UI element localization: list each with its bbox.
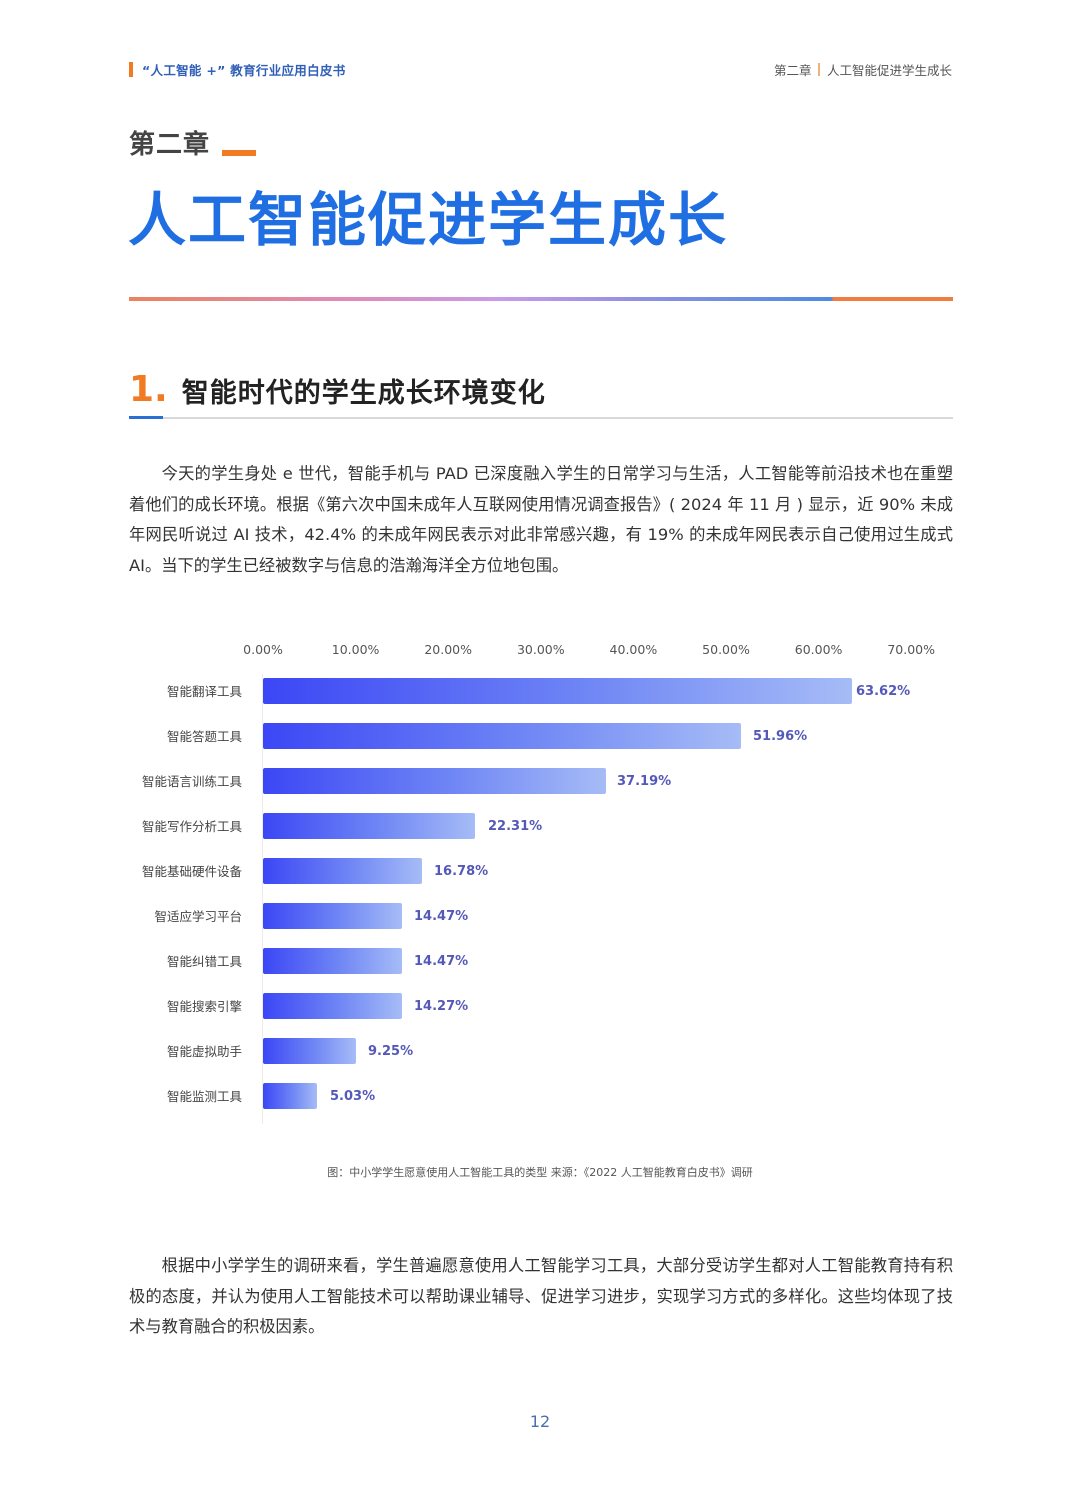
header-chapter-label: 第二章: [773, 62, 812, 78]
value-label: 37.19%: [617, 774, 672, 789]
doc-title: “人工智能 +” 教育行业应用白皮书: [142, 62, 346, 78]
bar: [263, 813, 475, 839]
chart-row: 智能纠错工具 14.47%: [130, 948, 950, 975]
chart-row: 智能虚拟助手 9.25%: [130, 1038, 950, 1065]
value-label: 14.47%: [414, 909, 469, 924]
header-chapter-title: 人工智能促进学生成长: [826, 62, 952, 78]
value-label: 63.62%: [856, 684, 911, 699]
section-heading: 1. 智能时代的学生成长环境变化: [129, 368, 546, 412]
header-separator: [818, 62, 820, 76]
chart-row: 智能答题工具 51.96%: [130, 723, 950, 750]
gradient-divider: [129, 297, 953, 301]
category-label: 智能基础硬件设备: [141, 864, 242, 879]
chart-row: 智能写作分析工具 22.31%: [130, 813, 950, 840]
section-rule-accent: [129, 416, 163, 419]
x-tick: 50.00%: [702, 642, 750, 657]
section-rule: [129, 417, 953, 419]
x-tick: 20.00%: [424, 642, 473, 657]
running-header-right: 第二章 人工智能促进学生成长: [774, 60, 952, 78]
bar: [263, 903, 402, 929]
chapter-heading: 第二章: [129, 128, 257, 162]
bar: [263, 1038, 356, 1064]
bar: [263, 678, 852, 704]
value-label: 14.47%: [414, 954, 469, 969]
section-number: 1.: [129, 369, 168, 410]
category-label: 智能翻译工具: [166, 684, 242, 699]
bar: [263, 768, 606, 794]
body-paragraph-1: 今天的学生身处 e 世代，智能手机与 PAD 已深度融入学生的日常学习与生活，人…: [129, 464, 953, 575]
body-paragraph-2: 根据中小学学生的调研来看，学生普遍愿意使用人工智能学习工具，大部分受访学生都对人…: [129, 1256, 953, 1336]
chart-row: 智能语言训练工具 37.19%: [130, 768, 950, 795]
x-tick: 60.00%: [794, 642, 843, 657]
x-tick: 30.00%: [516, 642, 565, 657]
running-header-left: “人工智能 +” 教育行业应用白皮书: [129, 60, 346, 78]
chart-row: 智适应学习平台 14.47%: [130, 903, 950, 930]
value-label: 5.03%: [330, 1089, 376, 1104]
chapter-label: 第二章: [129, 130, 211, 160]
bar-chart: 0.00% 10.00% 20.00% 30.00% 40.00% 50.00%…: [130, 636, 950, 1136]
page-number: 12: [529, 1412, 551, 1431]
category-label: 智能搜索引擎: [166, 999, 242, 1014]
x-tick: 0.00%: [243, 642, 283, 657]
value-label: 16.78%: [434, 864, 489, 879]
value-label: 14.27%: [414, 999, 469, 1014]
header-accent-bar: [129, 61, 133, 77]
value-label: 22.31%: [488, 819, 543, 834]
value-label: 9.25%: [368, 1044, 414, 1059]
category-label: 智适应学习平台: [154, 909, 242, 924]
y-axis-line: [262, 674, 263, 1124]
chart-caption: 图：中小学学生愿意使用人工智能工具的类型 来源：《2022 人工智能教育白皮书》…: [327, 1166, 753, 1179]
x-tick: 10.00%: [331, 642, 380, 657]
category-label: 智能语言训练工具: [141, 774, 242, 789]
x-tick: 40.00%: [609, 642, 658, 657]
bar: [263, 948, 402, 974]
chart-row: 智能监测工具 5.03%: [130, 1083, 950, 1110]
bar: [263, 723, 741, 749]
value-label: 51.96%: [753, 729, 808, 744]
category-label: 智能纠错工具: [166, 954, 242, 969]
chart-row: 智能翻译工具 63.62%: [130, 678, 950, 705]
section-title: 智能时代的学生成长环境变化: [181, 377, 546, 409]
chapter-title: 人工智能促进学生成长: [128, 186, 729, 254]
category-label: 智能虚拟助手: [166, 1044, 242, 1059]
category-label: 智能监测工具: [166, 1089, 242, 1104]
bar: [263, 858, 422, 884]
category-label: 智能写作分析工具: [141, 819, 242, 834]
bar: [263, 993, 402, 1019]
bar: [263, 1083, 317, 1109]
category-label: 智能答题工具: [166, 729, 242, 744]
chapter-dash-accent: [222, 150, 257, 156]
x-tick: 70.00%: [887, 642, 936, 657]
chart-row: 智能基础硬件设备 16.78%: [130, 858, 950, 885]
chart-row: 智能搜索引擎 14.27%: [130, 993, 950, 1020]
